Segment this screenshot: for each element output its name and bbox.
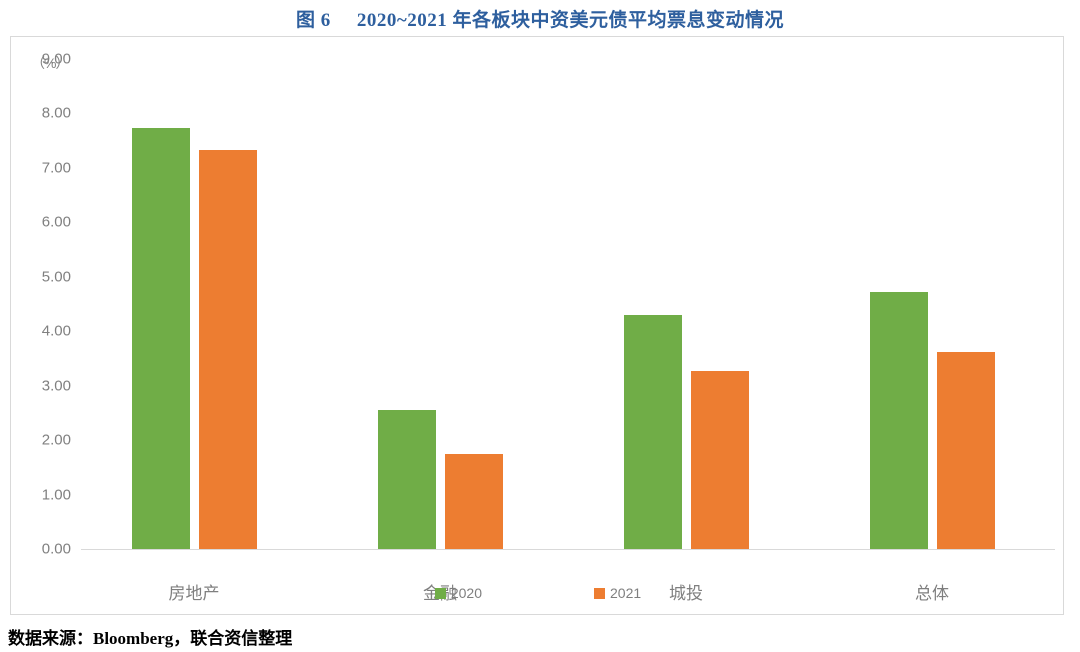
plot-area: 房地产金融城投总体	[71, 59, 1055, 603]
legend-swatch-icon	[594, 587, 605, 599]
y-axis-tick: 9.00	[41, 50, 71, 68]
figure-title-text: 2020~2021 年各板块中资美元债平均票息变动情况	[356, 9, 784, 31]
bar-2020-房地产	[131, 128, 190, 549]
legend-swatch-icon	[434, 587, 446, 599]
y-axis-tick: 5.00	[41, 268, 71, 286]
x-axis-category-label: 房地产	[168, 584, 220, 603]
bar-2020-城投	[623, 315, 682, 549]
y-axis-tick: 4.00	[41, 322, 71, 340]
page-title: 图 6 2020~2021 年各板块中资美元债平均票息变动情况	[0, 0, 1080, 36]
y-axis-unit-label: （%）	[31, 55, 69, 71]
bar-2021-城投	[690, 370, 749, 549]
y-axis-tick: 0.00	[41, 540, 71, 558]
y-axis-tick: 3.00	[41, 377, 71, 395]
bar-2021-总体	[936, 351, 995, 549]
y-axis-tick-labels: 9.00 8.00 7.00 6.00 5.00 4.00 3.00 2.00 1.00 0.00	[21, 51, 71, 558]
legend-item-2021[interactable]: 2021	[594, 585, 641, 601]
x-axis-category-label: 城投	[669, 584, 703, 603]
figure-number: 图 6	[296, 9, 331, 31]
bar-2020-总体	[869, 292, 928, 549]
y-axis-tick: 7.00	[41, 159, 71, 177]
bar-2021-金融	[444, 454, 503, 549]
x-axis-category-label: 总体	[915, 584, 949, 603]
bar-2021-房地产	[198, 150, 257, 549]
y-axis-tick: 1.00	[41, 486, 71, 504]
y-axis-tick: 8.00	[41, 104, 71, 122]
source-note: 数据来源：Bloomberg，联合资信整理	[8, 629, 293, 648]
legend-item-2020[interactable]: 2020	[434, 585, 482, 601]
chart-legend: 2020 2021	[11, 585, 1065, 601]
x-axis-baseline	[81, 549, 1055, 550]
y-axis-tick: 6.00	[41, 213, 71, 231]
bar-2020-金融	[377, 409, 436, 549]
legend-label: 2021	[610, 585, 642, 601]
chart-container: （%） 9.00 8.00 7.00 6.00 5.00 4.00 3.00 2.00 1.00…	[10, 36, 1064, 615]
legend-label: 2020	[450, 585, 482, 601]
y-axis-tick: 2.00	[41, 431, 71, 449]
